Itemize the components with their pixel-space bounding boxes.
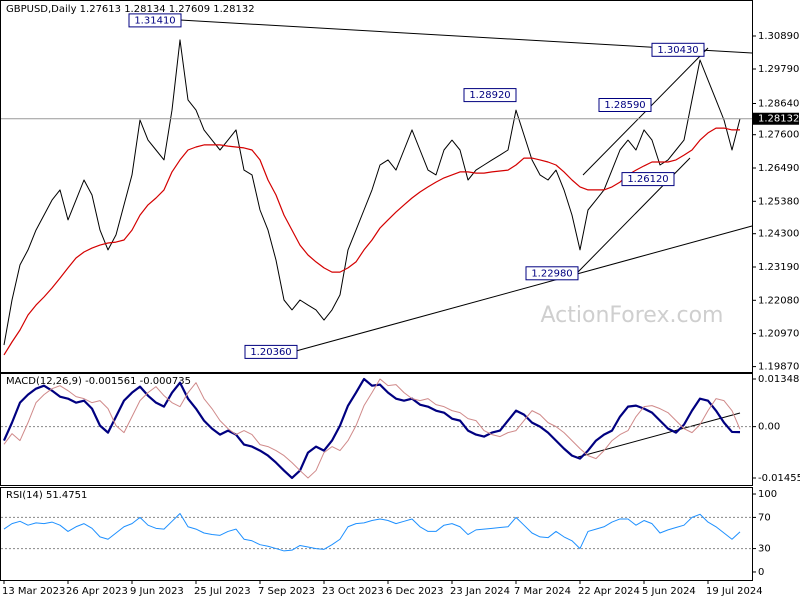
- annotation-label: 1.20360: [250, 347, 291, 358]
- annotation-label: 1.30430: [657, 45, 698, 56]
- last-price-label: 1.28132: [758, 114, 799, 125]
- annotation-label: 1.22980: [531, 268, 572, 279]
- y-tick-label: -0.014554: [758, 473, 800, 484]
- trend-line: [295, 225, 753, 352]
- y-tick-label: 1.26490: [758, 163, 799, 174]
- last-price-marker: [753, 112, 799, 125]
- rsi-panel: [0, 487, 753, 581]
- annotation-box: [463, 88, 517, 103]
- x-tick-label: 22 Apr 2024: [578, 586, 640, 597]
- x-tick-label: 7 Mar 2024: [514, 586, 571, 597]
- annotation-label: 1.26120: [627, 174, 668, 185]
- annotation-box: [525, 266, 579, 281]
- macd-title: MACD(12,26,9) -0.001561 -0.000735: [6, 376, 191, 387]
- x-tick-label: 26 Apr 2023: [66, 586, 128, 597]
- x-tick-label: 23 Jan 2024: [450, 586, 510, 597]
- y-tick-label: 70: [758, 512, 771, 523]
- y-tick-label: 1.23190: [758, 262, 799, 273]
- y-tick-label: 0: [758, 567, 764, 578]
- annotation-label: 1.28920: [469, 90, 510, 101]
- y-tick-label: 100: [758, 489, 777, 500]
- y-tick-label: 0.013489: [758, 374, 800, 385]
- y-tick-label: 1.30890: [758, 31, 799, 42]
- series-line: [3, 378, 741, 479]
- annotation-box: [598, 98, 652, 112]
- y-tick-label: 30: [758, 544, 771, 555]
- macd-panel: [0, 373, 753, 486]
- annotation-box: [651, 42, 705, 57]
- series-line: [3, 127, 740, 356]
- y-tick-label: 1.22080: [758, 295, 799, 306]
- y-tick-label: 1.19870: [758, 362, 799, 373]
- annotation-box: [128, 13, 182, 28]
- annotation-label: 1.31410: [134, 15, 175, 26]
- x-tick-label: 19 Jul 2024: [706, 586, 763, 597]
- price-panel: [0, 0, 753, 373]
- series-line: [2, 377, 741, 480]
- annotation-box: [621, 172, 675, 187]
- y-tick-label: 1.24300: [758, 229, 799, 240]
- x-tick-label: 25 Jul 2023: [194, 586, 251, 597]
- y-tick-label: 1.20970: [758, 329, 799, 340]
- x-tick-label: 5 Jun 2024: [642, 586, 696, 597]
- x-tick-label: 13 Mar 2023: [2, 586, 65, 597]
- annotation-label: 1.28590: [604, 100, 645, 111]
- y-tick-label: 1.29790: [758, 64, 799, 75]
- y-tick-label: 1.27600: [758, 130, 799, 141]
- y-tick-label: 1.25380: [758, 196, 799, 207]
- chart-title: GBPUSD,Daily 1.27613 1.28134 1.27609 1.2…: [6, 4, 255, 15]
- y-tick-label: 1.28640: [758, 99, 799, 110]
- series-line: [3, 39, 741, 346]
- y-tick-label: 0.00: [758, 422, 780, 433]
- watermark: ActionForex.com: [541, 303, 724, 328]
- series-line: [3, 513, 741, 552]
- x-tick-label: 9 Jun 2023: [130, 586, 184, 597]
- x-tick-label: 23 Oct 2023: [322, 586, 384, 597]
- x-tick-label: 6 Dec 2023: [386, 586, 444, 597]
- annotation-box: [244, 344, 298, 359]
- x-tick-label: 7 Sep 2023: [258, 586, 315, 597]
- rsi-title: RSI(14) 51.4751: [6, 490, 87, 501]
